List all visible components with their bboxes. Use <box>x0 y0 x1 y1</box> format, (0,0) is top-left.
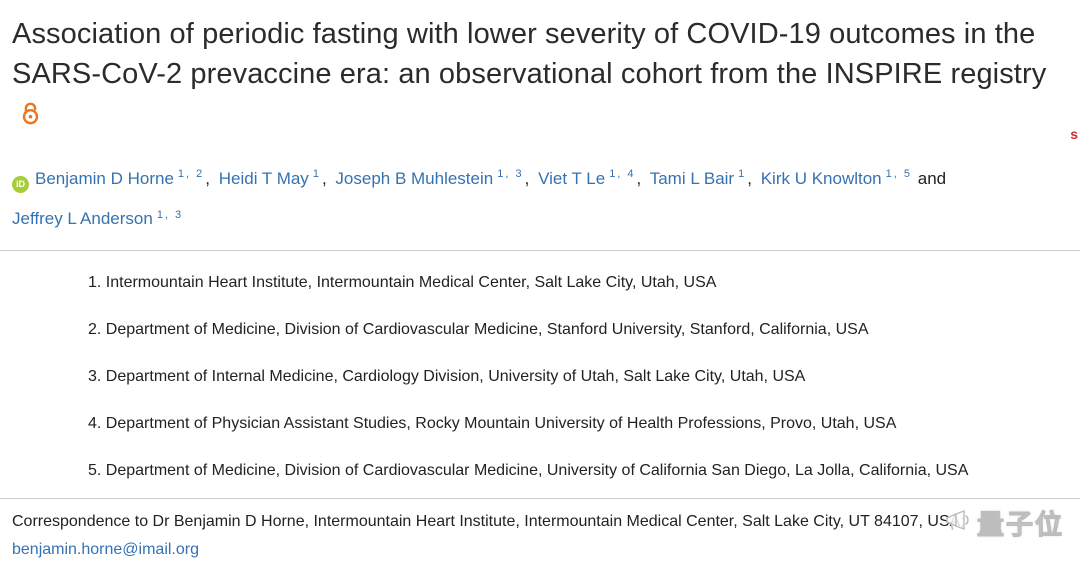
affiliation-item: 3. Department of Internal Medicine, Card… <box>88 368 806 386</box>
article-header-page: Association of periodic fasting with low… <box>0 14 1080 566</box>
author-affil-sup: 1, 2 <box>177 168 205 180</box>
author-link[interactable]: Joseph B Muhlestein <box>335 168 494 188</box>
email-link[interactable]: benjamin.horne@imail.org <box>12 541 199 559</box>
author-separator: , <box>636 168 642 188</box>
author-link[interactable]: Kirk U Knowlton <box>760 168 882 188</box>
author-separator: , <box>205 168 210 188</box>
author-link[interactable]: Heidi T May <box>218 168 309 188</box>
affiliation-item: 1. Intermountain Heart Institute, Interm… <box>88 274 717 292</box>
author-link[interactable]: Jeffrey L Anderson <box>12 209 153 229</box>
author: Tami L Bair 1, <box>649 168 752 188</box>
divider <box>0 498 1080 500</box>
affiliation-item: 2. Department of Medicine, Division of C… <box>88 321 869 339</box>
open-access-icon[interactable] <box>20 96 41 136</box>
author-affil-sup: 1, 4 <box>609 168 636 180</box>
author-link[interactable]: Viet T Le <box>538 168 606 188</box>
author-affil-sup: 1, 3 <box>156 208 184 221</box>
author-separator: , <box>321 168 327 188</box>
affiliation-item: 5. Department of Medicine, Division of C… <box>88 462 969 480</box>
author: Kirk U Knowlton 1, 5 and <box>760 168 947 188</box>
correspondence-email-line: benjamin.horne@imail.org <box>12 541 1066 559</box>
author-separator: , <box>524 168 530 188</box>
divider <box>0 250 1080 252</box>
author-affil-sup: 1 <box>312 168 321 180</box>
correspondence-text: Correspondence to Dr Benjamin D Horne, I… <box>12 513 965 531</box>
affiliation-item: 4. Department of Physician Assistant Stu… <box>88 415 897 433</box>
author-affil-sup: 1, 5 <box>885 168 912 180</box>
author-separator: and <box>917 168 947 188</box>
clipped-right-text: s <box>1070 126 1078 142</box>
author: Viet T Le 1, 4, <box>538 168 642 188</box>
author-link[interactable]: Tami L Bair <box>649 168 735 188</box>
author: Joseph B Muhlestein 1, 3, <box>335 168 530 188</box>
author: Jeffrey L Anderson 1, 3 <box>12 208 184 229</box>
author-affil-sup: 1 <box>738 168 747 180</box>
author: Heidi T May 1, <box>218 168 327 188</box>
affiliation-list: 1. Intermountain Heart Institute, Interm… <box>88 273 1060 480</box>
author-link[interactable]: Benjamin D Horne <box>35 168 174 188</box>
author-list: iD Benjamin D Horne 1, 2, Heidi T May 1, Jo… <box>12 156 1066 237</box>
article-title-text: Association of periodic fasting with low… <box>12 18 1047 90</box>
orcid-icon[interactable]: iD <box>12 175 29 193</box>
author: Benjamin D Horne 1, 2, <box>35 168 210 188</box>
author-separator: , <box>747 168 752 188</box>
article-title: Association of periodic fasting with low… <box>12 14 1066 136</box>
author-affil-sup: 1, 3 <box>497 168 524 180</box>
